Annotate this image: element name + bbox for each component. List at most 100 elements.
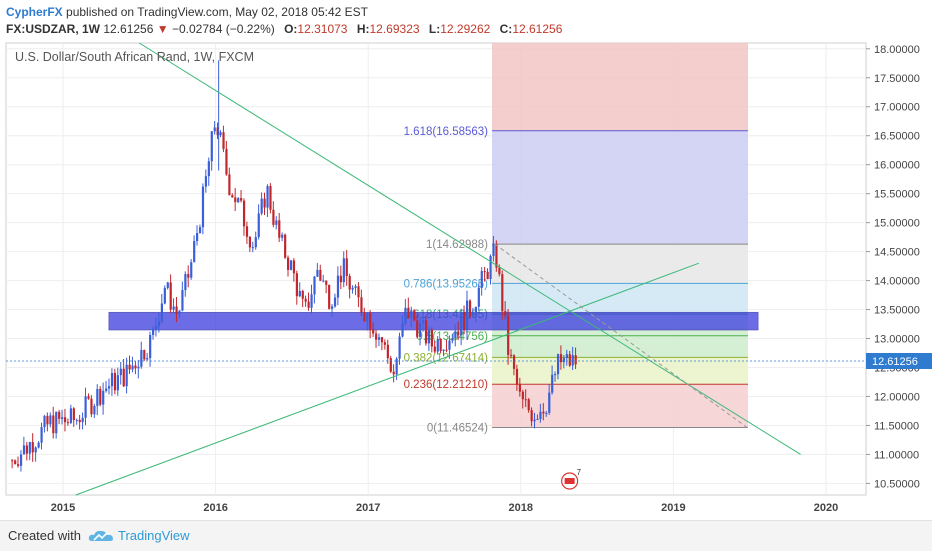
candle-body <box>84 396 87 418</box>
author-link[interactable]: CypherFX <box>6 5 63 19</box>
fib-band <box>492 130 748 245</box>
candle-body <box>219 132 222 136</box>
candle-body <box>325 280 328 285</box>
fib-level-label: 0.236(12.21210) <box>404 379 489 391</box>
y-tick-label: 10.50000 <box>874 478 920 490</box>
candle-body <box>128 364 131 370</box>
candle-body <box>213 127 216 132</box>
candle-body <box>460 311 463 336</box>
candle-body <box>530 410 533 422</box>
candle-body <box>427 329 431 344</box>
candle-body <box>468 300 472 317</box>
candle-body <box>151 328 155 335</box>
candle-body <box>204 176 208 187</box>
candle-body <box>143 350 146 360</box>
candle-body <box>260 198 263 214</box>
candle-body <box>99 388 102 405</box>
candle-body <box>386 344 389 359</box>
y-tick-label: 11.50000 <box>874 420 919 432</box>
candle-body <box>278 220 281 238</box>
candle-body <box>565 354 568 359</box>
last-value: 12.61256 <box>103 22 154 36</box>
candle-body <box>507 315 510 355</box>
y-tick-label: 17.00000 <box>874 102 920 114</box>
candle-body <box>61 417 64 419</box>
candle-body <box>421 320 425 324</box>
candle-body <box>498 267 501 275</box>
candle-body <box>407 307 410 318</box>
published-text: published on TradingView.com, May 02, 20… <box>66 5 368 19</box>
candle-body <box>419 323 422 337</box>
candle-body <box>160 303 163 322</box>
candle-body <box>17 464 20 466</box>
y-tick-label: 11.00000 <box>874 449 919 461</box>
candle-body <box>424 320 428 344</box>
close-value: 12.61256 <box>512 22 563 36</box>
candle-body <box>58 411 61 419</box>
candle-body <box>46 415 49 425</box>
candle-body <box>184 274 187 291</box>
candle-body <box>201 186 205 228</box>
candle-body <box>389 358 392 372</box>
tradingview-brand-link[interactable]: TradingView <box>118 528 190 543</box>
candle-body <box>55 411 58 434</box>
candle-body <box>574 355 577 365</box>
y-tick-label: 13.00000 <box>874 334 920 346</box>
candle-body <box>78 419 81 423</box>
candle-body <box>40 427 43 443</box>
candle-body <box>328 284 331 309</box>
fib-band <box>492 384 748 428</box>
candle-body <box>90 398 93 415</box>
y-tick-label: 15.50000 <box>874 189 920 201</box>
candle-body <box>63 417 67 423</box>
candle-body <box>380 337 384 343</box>
candle-body <box>436 339 439 352</box>
candle-body <box>289 260 293 270</box>
low-value: 12.29262 <box>440 22 491 36</box>
candle-body <box>489 256 492 280</box>
candle-body <box>524 399 527 401</box>
candle-body <box>207 161 210 177</box>
high-value: 12.69323 <box>369 22 420 36</box>
candle-body <box>175 306 178 315</box>
low-label: L: <box>428 22 441 36</box>
candle-body <box>345 258 348 277</box>
candle-body <box>486 271 489 280</box>
candle-body <box>198 227 202 234</box>
candle-body <box>477 287 480 307</box>
fib-level-label: 0(11.46524) <box>427 422 488 434</box>
candle-body <box>240 198 243 201</box>
candle-body <box>172 306 175 310</box>
candle-body <box>251 247 254 249</box>
candle-body <box>413 310 416 321</box>
footer: Created with TradingView <box>0 520 932 551</box>
candle-body <box>28 442 31 454</box>
candle-body <box>134 365 137 369</box>
candle-body <box>52 415 55 434</box>
candle-body <box>248 236 252 248</box>
candle-body <box>392 371 395 375</box>
candle-body <box>154 326 158 329</box>
candle-body <box>245 226 249 237</box>
fib-diagonal <box>494 243 747 428</box>
y-tick-label: 17.50000 <box>874 73 920 85</box>
candle-body <box>286 257 290 270</box>
fib-band <box>492 43 748 131</box>
candle-body <box>281 234 284 238</box>
candle-body <box>351 287 354 290</box>
candle-body <box>512 355 516 369</box>
candle-body <box>225 148 228 175</box>
candle-body <box>93 405 96 415</box>
candle-body <box>49 415 52 425</box>
candle-body <box>113 373 117 391</box>
candle-body <box>375 333 378 340</box>
candle-body <box>339 275 343 283</box>
y-tick-label: 12.00000 <box>874 391 920 403</box>
candle-body <box>166 282 169 288</box>
flag-icon-stripes <box>564 478 575 484</box>
price-chart[interactable]: 1.618(16.58563) 1(14.62988) 0.786(13.95265… <box>0 40 932 520</box>
candle-body <box>196 233 199 242</box>
candle-body <box>110 373 114 387</box>
candle-body <box>237 198 240 203</box>
fib-band <box>492 357 748 385</box>
